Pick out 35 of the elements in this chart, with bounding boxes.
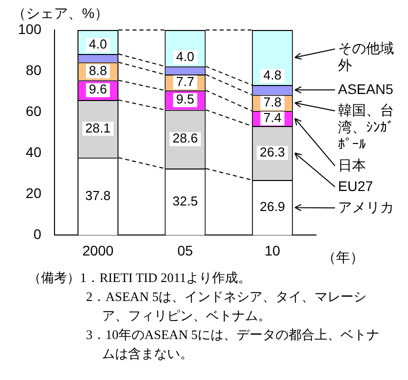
text: アメリカ	[338, 198, 394, 215]
text: 韓国、台湾、ｼﾝｶﾞﾎﾟｰﾙ	[338, 102, 394, 152]
x-tick-label: 05	[177, 242, 194, 258]
y-tick-label: 20	[26, 185, 42, 202]
data-label: 26.3	[260, 144, 286, 160]
text: その他域外	[338, 40, 394, 73]
y-axis-title: （シェア、%）	[12, 4, 108, 21]
data-label: 9.5	[176, 92, 194, 107]
data-label: 8.8	[88, 62, 108, 78]
data-label: 28.6	[172, 130, 198, 146]
x-axis-title: （年）	[322, 248, 364, 265]
data-label: 26.9	[260, 199, 286, 214]
data-label: 32.5	[172, 193, 198, 208]
text: 3．10年のASEAN 5には、データの都合上、ベトナムは含まない。	[86, 326, 381, 363]
text: （備考）1．RIETI TID 2011より作成。	[28, 269, 252, 287]
x-tick-label: 2000	[82, 242, 114, 258]
y-tick-label: 100	[18, 20, 42, 37]
y-tick-label: 40	[26, 144, 42, 160]
data-label: 4.0	[176, 48, 194, 64]
data-label: 9.6	[88, 82, 108, 97]
y-tick-label: 80	[26, 62, 42, 78]
data-label: 4.0	[88, 36, 108, 52]
data-label: 4.8	[263, 68, 282, 83]
text: 2．ASEAN 5は、インドネシア、タイ、マレーシア、フィリピン、ベトナム。	[86, 288, 368, 325]
data-label: 7.7	[176, 74, 194, 90]
y-tick-label: 60	[26, 102, 42, 119]
data-label: 37.8	[85, 188, 111, 203]
data-label: 7.8	[263, 94, 282, 110]
text: EU27	[338, 178, 374, 194]
text: 日本	[338, 156, 366, 173]
y-tick-label: 0	[34, 226, 42, 242]
data-label: 28.1	[85, 120, 111, 136]
x-tick-label: 10	[264, 242, 280, 258]
data-label: 7.4	[263, 110, 282, 126]
text: ASEAN5	[338, 80, 394, 97]
